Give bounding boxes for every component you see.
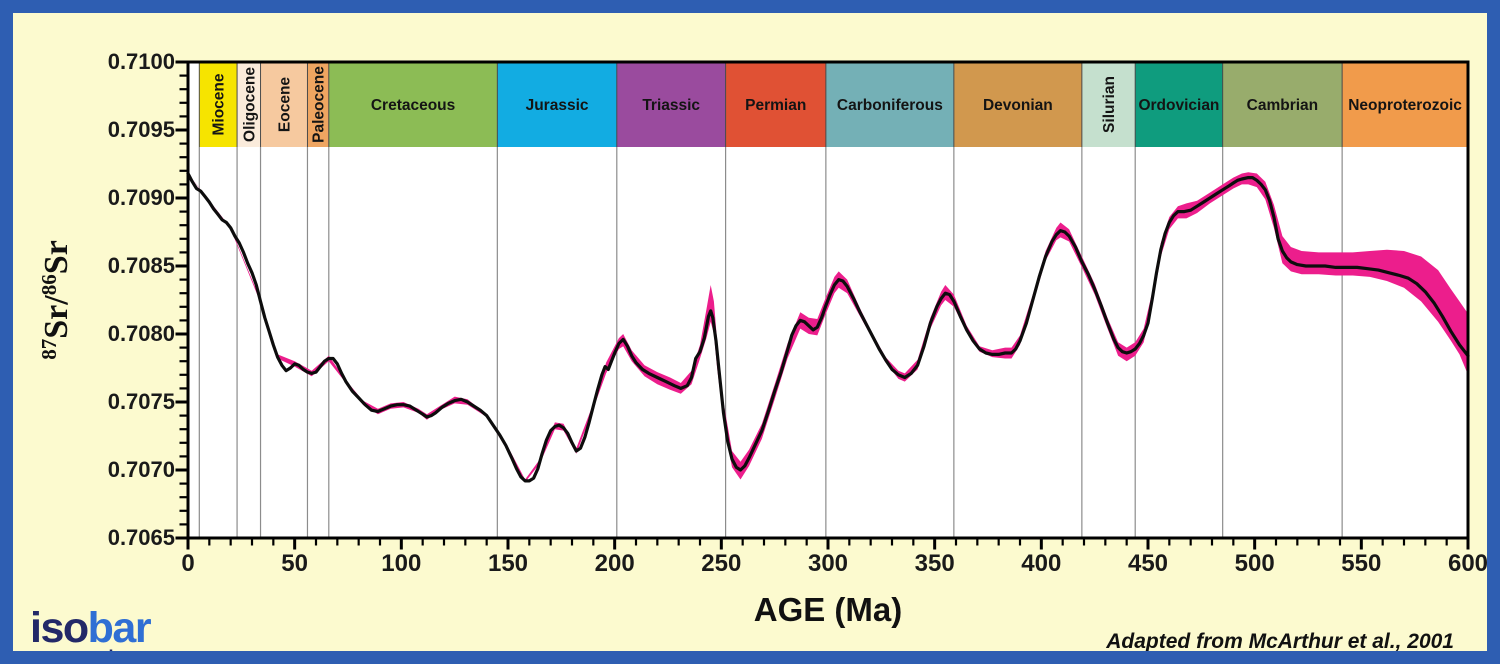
- y-tick-label: 0.7080: [107, 321, 175, 346]
- sr-isotope-curve: [186, 171, 1470, 483]
- period-label-neoproterozoic: Neoproterozoic: [1348, 97, 1462, 114]
- x-tick-label: 350: [914, 550, 955, 577]
- period-band-eocene: [260, 62, 308, 147]
- logo-science: science: [87, 647, 157, 664]
- y-title-sup-86: 86: [37, 274, 62, 296]
- y-tick-label: 0.7065: [107, 525, 175, 550]
- period-label-cambrian: Cambrian: [1247, 97, 1319, 114]
- x-tick-label: 200: [594, 550, 635, 577]
- period-band-paleocene: [307, 62, 329, 147]
- period-band-neoproterozoic: [1342, 62, 1468, 147]
- period-label-miocene: Miocene: [211, 73, 228, 135]
- period-label-silurian: Silurian: [1101, 76, 1118, 133]
- period-band-devonian: [953, 62, 1082, 147]
- x-tick-label: 0: [181, 550, 195, 577]
- y-tick-label: 0.7085: [107, 253, 175, 278]
- x-tick-label: 150: [487, 550, 529, 577]
- x-tick-label: 100: [381, 550, 422, 577]
- logo-wordmark: isobar: [30, 607, 157, 650]
- x-tick-label: 500: [1234, 550, 1275, 577]
- period-label-carboniferous: Carboniferous: [837, 97, 943, 114]
- x-tick-label: 50: [281, 550, 309, 577]
- y-title-sr-slash: Sr/: [38, 295, 75, 339]
- period-label-permian: Permian: [745, 97, 806, 114]
- period-band-ordovician: [1135, 62, 1223, 147]
- strontium-curve-chart: Miocene Oligocene Eocene Paleocene Cretaceou…: [175, 60, 1470, 550]
- x-tick-label: 600: [1447, 550, 1489, 577]
- x-tick-label: 250: [701, 550, 742, 577]
- y-tick-label: 0.7095: [107, 117, 175, 142]
- period-band-triassic: [616, 62, 726, 147]
- period-band-carboniferous: [825, 62, 954, 147]
- y-title-sr: Sr: [38, 240, 75, 275]
- period-band-permian: [725, 62, 826, 147]
- y-tick-label: 0.7075: [107, 389, 175, 414]
- period-label-devonian: Devonian: [983, 97, 1053, 114]
- period-band-silurian: [1081, 62, 1136, 147]
- x-tick-label: 550: [1341, 550, 1382, 577]
- isobar-science-logo: isobar science: [30, 607, 157, 664]
- period-label-paleocene: Paleocene: [311, 66, 328, 143]
- x-tick-label: 450: [1127, 550, 1169, 577]
- period-band-miocene: [199, 62, 238, 147]
- period-label-triassic: Triassic: [642, 97, 700, 114]
- logo-bar: bar: [87, 604, 152, 652]
- y-title-sup-87: 87: [37, 338, 62, 360]
- credit-text: Adapted from McArthur et al., 2001: [1106, 630, 1454, 653]
- period-label-eocene: Eocene: [277, 77, 294, 133]
- period-band-oligocene: [237, 62, 261, 147]
- period-band-cretaceous: [328, 62, 498, 147]
- x-axis-title: AGE (Ma): [753, 591, 903, 628]
- y-axis-title: 87Sr/86Sr: [37, 240, 76, 360]
- period-band-jurassic: [497, 62, 617, 147]
- y-tick-label: 0.7100: [107, 49, 175, 74]
- period-label-oligocene: Oligocene: [241, 67, 258, 142]
- x-tick-label: 300: [807, 550, 849, 577]
- period-band-cambrian: [1222, 62, 1343, 147]
- y-tick-label: 0.7070: [107, 457, 175, 482]
- y-tick-label: 0.7090: [107, 185, 175, 210]
- period-label-ordovician: Ordovician: [1138, 97, 1219, 114]
- x-tick-label: 400: [1021, 550, 1062, 577]
- period-label-jurassic: Jurassic: [526, 97, 589, 114]
- plot-frame: [186, 60, 1470, 540]
- period-label-cretaceous: Cretaceous: [371, 97, 455, 114]
- logo-iso: iso: [30, 604, 89, 652]
